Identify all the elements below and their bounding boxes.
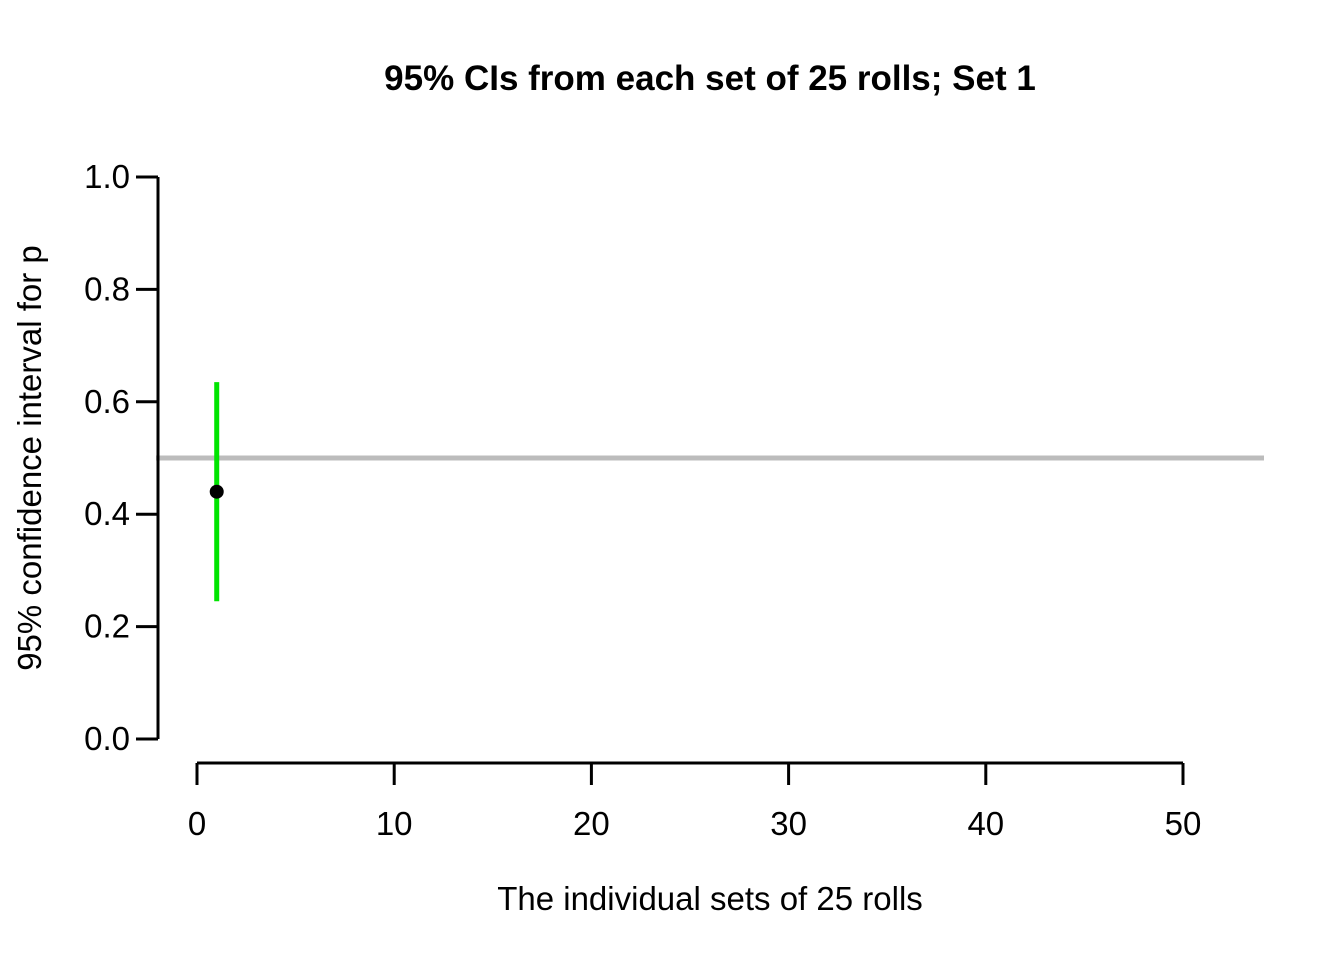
y-tick-label: 0.0 <box>84 720 130 757</box>
y-tick-label: 0.6 <box>84 383 130 420</box>
x-tick-label: 20 <box>573 805 610 842</box>
x-axis-title: The individual sets of 25 rolls <box>497 880 923 917</box>
y-tick-label: 1.0 <box>84 158 130 195</box>
y-tick-label: 0.4 <box>84 495 130 532</box>
x-tick-label: 0 <box>188 805 206 842</box>
y-tick-label: 0.8 <box>84 270 130 307</box>
chart-title: 95% CIs from each set of 25 rolls; Set 1 <box>384 59 1036 98</box>
x-tick-label: 50 <box>1165 805 1202 842</box>
x-tick-label: 40 <box>967 805 1004 842</box>
x-tick-label: 30 <box>770 805 807 842</box>
estimate-point <box>209 484 224 499</box>
x-tick-label: 10 <box>376 805 413 842</box>
y-tick-label: 0.2 <box>84 608 130 645</box>
